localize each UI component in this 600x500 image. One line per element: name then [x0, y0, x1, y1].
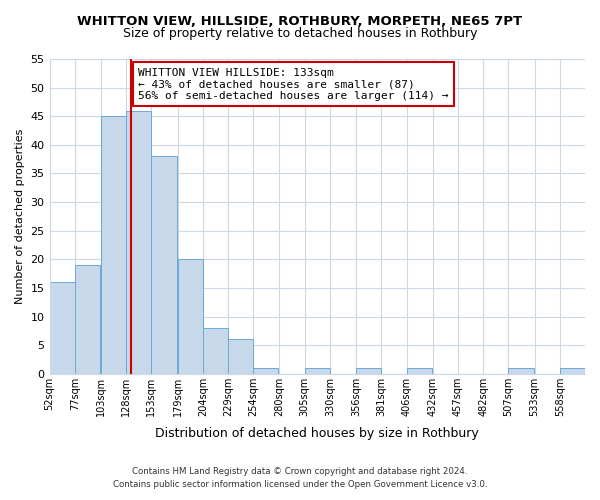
Bar [151, 156, 176, 374]
Bar [126, 110, 151, 374]
Text: Size of property relative to detached houses in Rothbury: Size of property relative to detached ho… [123, 28, 477, 40]
Bar [50, 282, 75, 374]
Bar [508, 368, 533, 374]
X-axis label: Distribution of detached houses by size in Rothbury: Distribution of detached houses by size … [155, 427, 479, 440]
Bar [101, 116, 126, 374]
Bar [305, 368, 330, 374]
Bar [203, 328, 228, 374]
Y-axis label: Number of detached properties: Number of detached properties [15, 128, 25, 304]
Bar [178, 260, 203, 374]
Text: WHITTON VIEW, HILLSIDE, ROTHBURY, MORPETH, NE65 7PT: WHITTON VIEW, HILLSIDE, ROTHBURY, MORPET… [77, 15, 523, 28]
Text: Contains HM Land Registry data © Crown copyright and database right 2024.
Contai: Contains HM Land Registry data © Crown c… [113, 468, 487, 489]
Bar [407, 368, 432, 374]
Bar [356, 368, 382, 374]
Text: WHITTON VIEW HILLSIDE: 133sqm
← 43% of detached houses are smaller (87)
56% of s: WHITTON VIEW HILLSIDE: 133sqm ← 43% of d… [138, 68, 449, 101]
Bar [253, 368, 278, 374]
Bar [560, 368, 585, 374]
Bar [75, 265, 100, 374]
Bar [228, 340, 253, 374]
